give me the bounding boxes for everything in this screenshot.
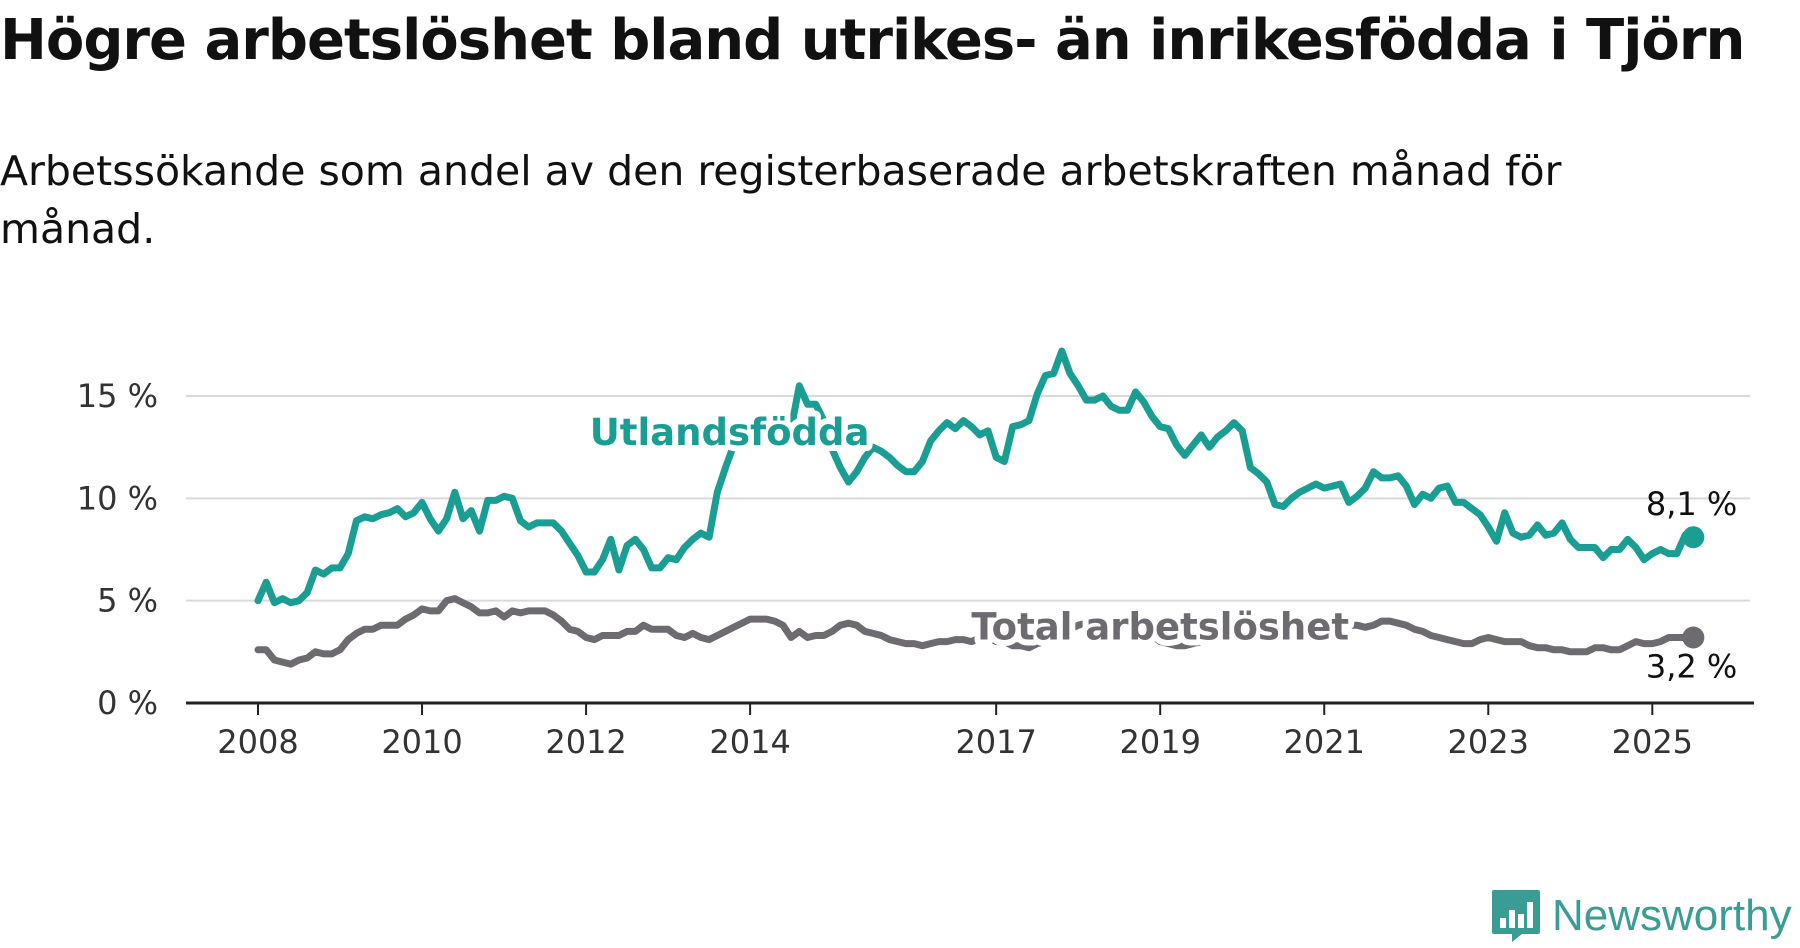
brand-name: Newsworthy bbox=[1552, 891, 1792, 940]
y-tick-label: 5 % bbox=[97, 582, 158, 620]
line-chart: 0 %5 %10 %15 % 2008 2010 2012 2014 2017 2019 2… bbox=[77, 347, 1754, 761]
series-end-label: 8,1 % bbox=[1646, 485, 1737, 523]
chart-subtitle: Arbetssökande som andel av den registerb… bbox=[0, 147, 1562, 253]
series-lines bbox=[254, 347, 1705, 668]
series-name-label: Total arbetslöshet bbox=[971, 606, 1349, 649]
x-tick-label: 2019 bbox=[1119, 723, 1200, 761]
series-end-marker bbox=[1682, 526, 1705, 549]
y-tick-label: 0 % bbox=[97, 684, 158, 722]
series-labels: 8,1 % 3,2 % Utlandsfödda Total arbetslöshet bbox=[584, 405, 1738, 686]
chart-title: Högre arbetslöshet bland utrikes- än inr… bbox=[0, 8, 1745, 73]
x-tick-label: 2008 bbox=[217, 723, 298, 761]
series-line-total bbox=[254, 595, 1697, 668]
newsworthy-bar-chart-icon bbox=[1492, 890, 1540, 942]
newsworthy-logo: Newsworthy bbox=[1490, 888, 1792, 944]
x-tick-label: 2012 bbox=[545, 723, 626, 761]
x-tick-label: 2010 bbox=[381, 723, 462, 761]
y-tick-label: 15 % bbox=[77, 377, 158, 415]
y-tick-label: 10 % bbox=[77, 479, 158, 517]
x-axis: 2008 2010 2012 2014 2017 2019 2021 2023 2025 bbox=[186, 701, 1754, 761]
x-tick-label: 2014 bbox=[709, 723, 790, 761]
gridlines: 0 % 5 % 10 % 15 % bbox=[77, 377, 1750, 722]
series-end-label: 3,2 % bbox=[1646, 648, 1737, 686]
x-tick-label: 2023 bbox=[1448, 723, 1529, 761]
series-name-label: Utlandsfödda bbox=[590, 411, 870, 454]
x-tick-label: 2017 bbox=[955, 723, 1036, 761]
x-tick-label: 2021 bbox=[1284, 723, 1365, 761]
x-tick-label: 2025 bbox=[1612, 723, 1693, 761]
series-line-utlandsfodda bbox=[254, 347, 1697, 607]
series-end-marker bbox=[1682, 626, 1705, 649]
